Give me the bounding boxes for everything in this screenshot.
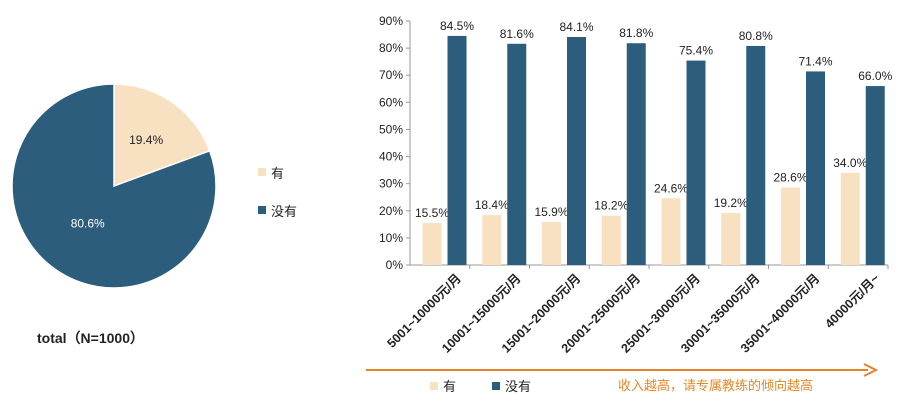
y-tick-label: 70% xyxy=(379,68,403,82)
legend-swatch-no xyxy=(258,206,266,214)
trend-arrow-head xyxy=(863,363,879,377)
y-tick-label: 20% xyxy=(379,204,403,218)
bar-value-label-no: 84.1% xyxy=(559,20,593,34)
bar-no xyxy=(567,36,586,265)
bar-value-label-no: 71.4% xyxy=(798,54,832,68)
bar-value-label-yes: 19.2% xyxy=(714,196,748,210)
bar-value-label-no: 81.6% xyxy=(500,27,534,41)
bar-no xyxy=(447,35,467,266)
bar-no xyxy=(746,45,766,265)
bar-yes xyxy=(721,212,741,265)
y-tick-label: 0% xyxy=(386,258,404,272)
pie-legend-label-no: 没有 xyxy=(271,203,298,219)
bar-legend-item-no: 没有 xyxy=(492,376,531,395)
bar-yes xyxy=(601,215,621,265)
y-tick-label: 50% xyxy=(379,122,403,136)
pie-label-no: 80.6% xyxy=(71,217,105,231)
bar-yes xyxy=(661,198,681,265)
bar-value-label-no: 81.8% xyxy=(619,26,653,40)
bar-legend-label-no: 没有 xyxy=(505,379,532,394)
bar-no xyxy=(626,43,646,265)
pie-legend-item-yes: 有 xyxy=(258,163,297,181)
bar-value-label-yes: 18.4% xyxy=(475,198,509,212)
bar-value-label-yes: 18.2% xyxy=(594,199,628,213)
bar-value-label-yes: 15.9% xyxy=(534,205,568,219)
bar-value-label-yes: 24.6% xyxy=(654,181,688,195)
bar-no xyxy=(507,43,527,266)
bar-value-label-no: 84.5% xyxy=(440,19,474,33)
bar-yes xyxy=(840,172,860,265)
bar-value-label-yes: 34.0% xyxy=(833,156,867,170)
y-tick-label: 80% xyxy=(379,41,403,55)
y-tick-label: 30% xyxy=(379,177,403,191)
pie-legend-label-yes: 有 xyxy=(271,165,285,181)
y-tick-label: 10% xyxy=(379,231,403,245)
bar-yes xyxy=(781,187,800,265)
bar-value-label-yes: 28.6% xyxy=(773,170,807,184)
bar-value-label-no: 75.4% xyxy=(679,44,713,58)
legend-swatch-yes xyxy=(258,168,266,176)
trend-annotation: 收入越高，请专属教练的倾向越高 xyxy=(618,378,814,393)
bar-legend-swatch-yes xyxy=(430,381,438,390)
bar-no xyxy=(865,86,885,265)
y-tick-label: 40% xyxy=(379,150,403,164)
bar-no xyxy=(806,71,825,265)
bar-yes xyxy=(482,215,502,265)
bar-legend: 有 没有 xyxy=(430,376,567,395)
pie-label-yes: 19.4% xyxy=(129,133,163,147)
y-tick-label: 90% xyxy=(379,14,403,28)
bar-legend-item-yes: 有 xyxy=(430,376,456,395)
x-tick-label: 40000元/月~ xyxy=(822,271,882,331)
pie-slice-no xyxy=(11,83,217,289)
pie-chart: 19.4% 80.6% xyxy=(11,83,217,289)
pie-slice-yes xyxy=(113,83,211,188)
bar-value-label-no: 66.0% xyxy=(858,69,892,83)
pie-legend-item-no: 没有 xyxy=(258,201,297,219)
bar-legend-swatch-no xyxy=(492,381,501,390)
bar-value-label-no: 80.8% xyxy=(739,29,773,43)
bar-value-label-yes: 15.5% xyxy=(415,206,449,220)
pie-legend: 有 没有 xyxy=(258,163,297,239)
pie-caption: total（N=1000） xyxy=(37,330,144,346)
y-tick-label: 60% xyxy=(379,95,403,109)
bar-no xyxy=(686,60,706,266)
bar-yes xyxy=(422,222,442,265)
bar-yes xyxy=(542,221,561,265)
bar-legend-label-yes: 有 xyxy=(443,379,457,394)
